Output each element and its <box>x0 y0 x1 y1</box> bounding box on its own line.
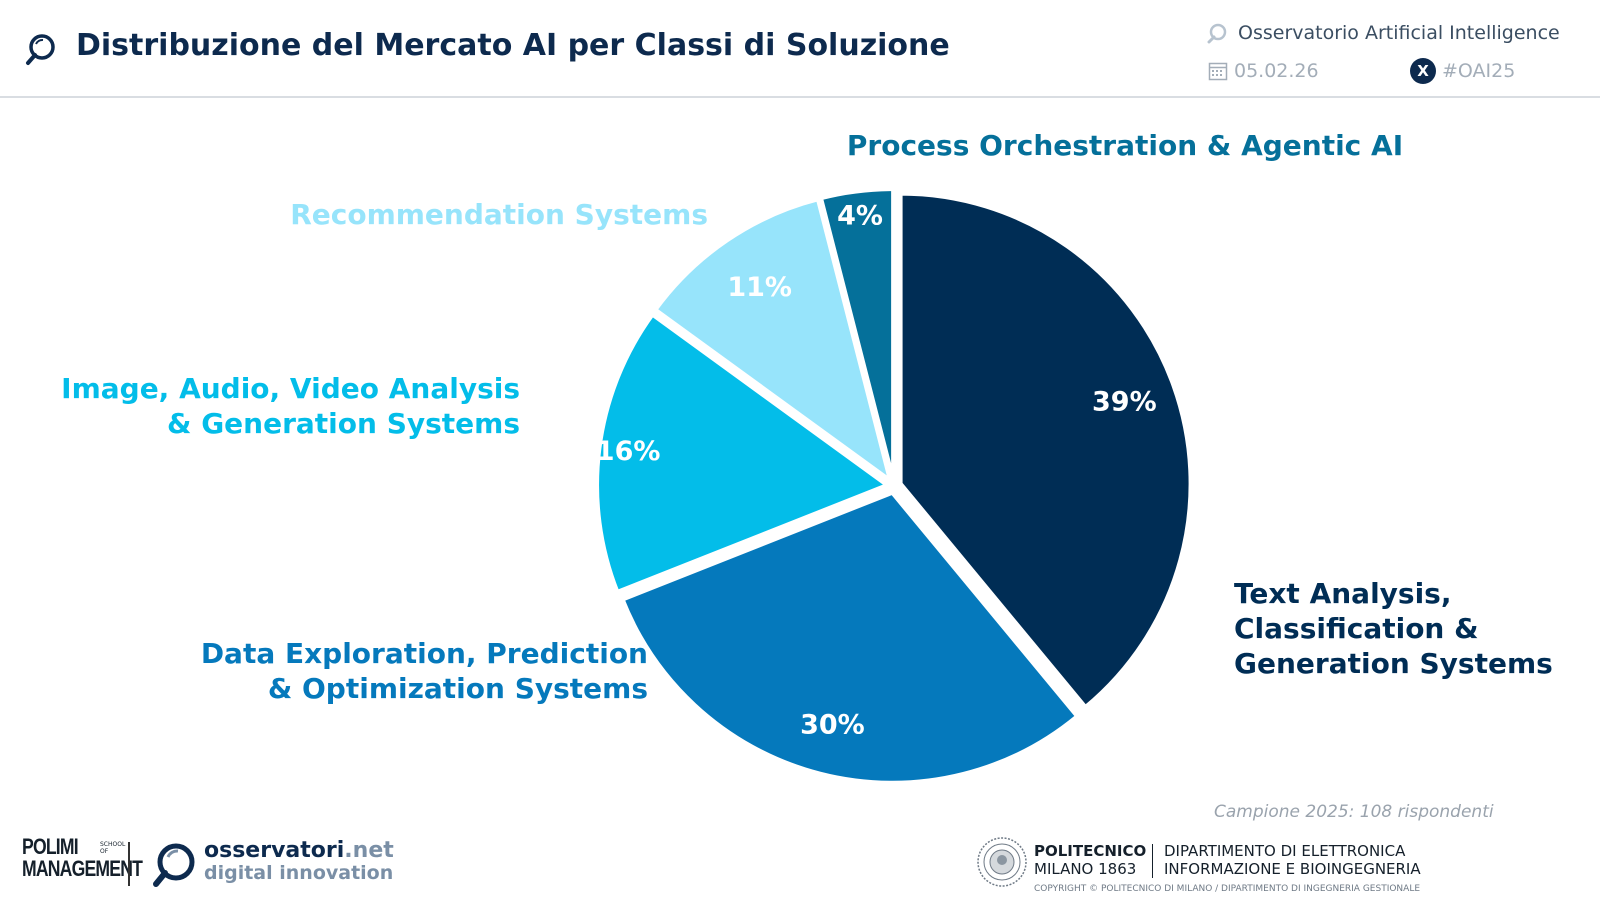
department-name: DIPARTIMENTO DI ELETTRONICA INFORMAZIONE… <box>1164 842 1421 878</box>
slice-value-label: 39% <box>1092 387 1157 418</box>
copyright-note: COPYRIGHT © POLITECNICO DI MILANO / DIPA… <box>1034 884 1421 894</box>
observatory-logo-icon <box>1207 23 1227 44</box>
hashtag-group: X #OAI25 <box>1410 56 1515 86</box>
category-label-text-analysis-classification-generation-systems: Text Analysis, Classification & Generation… <box>1234 577 1553 680</box>
slice-value-label: 16% <box>596 436 661 467</box>
polimi-logo: POLIMI MANAGEMENT SCHOOL OF <box>22 834 143 881</box>
hashtag-label: #OAI25 <box>1442 60 1516 82</box>
pie-value-labels: 39% 30% 16% 11% 4% <box>596 201 1157 741</box>
x-logo-icon: X <box>1410 58 1436 84</box>
footer-divider <box>128 842 130 886</box>
pie-slice-data-exploration-prediction-optimization-systems <box>620 490 1080 785</box>
pie-slice-process-orchestration-agentic-ai <box>818 187 896 480</box>
observatory-line: Osservatorio Artificial Intelligence <box>1206 18 1560 48</box>
osservatori-logo-icon <box>153 843 195 887</box>
date-group: 05.02.26 <box>1208 56 1319 86</box>
politecnico-name: POLITECNICO MILANO 1863 <box>1034 842 1147 878</box>
calendar-icon <box>1208 62 1228 81</box>
category-label-recommendation-systems: Recommendation Systems <box>290 198 708 231</box>
slice-value-label: 4% <box>837 201 883 232</box>
category-label-image-audio-video-analysis-generation-systems: Image, Audio, Video Analysis & Generation… <box>61 372 520 440</box>
pie-slice-text-analysis-classification-generation-systems <box>898 191 1193 710</box>
osservatori-name: osservatori.net <box>204 838 394 863</box>
pie-slices <box>595 187 1193 785</box>
category-label-process-orchestration-agentic-ai: Process Orchestration & Agentic AI <box>847 129 1403 162</box>
pie-category-labels: Text Analysis, Classification & Generation… <box>61 129 1553 705</box>
header-bar: Distribuzione del Mercato AI per Classi … <box>0 0 1600 98</box>
observatory-name: Osservatorio Artificial Intelligence <box>1238 22 1560 44</box>
date-label: 05.02.26 <box>1234 60 1319 82</box>
sample-note: Campione 2025: 108 rispondenti <box>1214 802 1494 822</box>
pie-slice-recommendation-systems <box>652 196 894 486</box>
osservatori-subtitle: digital innovation <box>204 862 394 884</box>
slice-value-label: 11% <box>727 272 792 303</box>
magnifier-icon <box>26 34 55 65</box>
page-title: Distribuzione del Mercato AI per Classi … <box>76 28 950 63</box>
politecnico-divider <box>1152 844 1153 878</box>
pie-slice-image-audio-video-analysis-generation-systems <box>595 311 892 595</box>
category-label-data-exploration-prediction-optimization-systems: Data Exploration, Prediction & Optimizati… <box>201 637 648 705</box>
politecnico-seal-icon <box>977 837 1027 887</box>
slice-value-label: 30% <box>800 709 865 740</box>
